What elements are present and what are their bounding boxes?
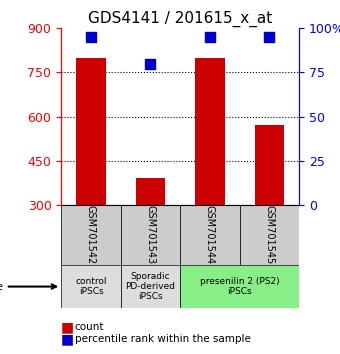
Bar — [255, 125, 284, 205]
Bar — [76, 58, 106, 205]
FancyBboxPatch shape — [240, 205, 299, 265]
FancyBboxPatch shape — [61, 265, 121, 308]
Bar — [195, 58, 225, 205]
FancyBboxPatch shape — [180, 265, 299, 308]
Point — [267, 34, 272, 40]
Text: presenilin 2 (PS2)
iPSCs: presenilin 2 (PS2) iPSCs — [200, 277, 279, 296]
Title: GDS4141 / 201615_x_at: GDS4141 / 201615_x_at — [88, 11, 272, 27]
FancyBboxPatch shape — [180, 205, 240, 265]
Text: Sporadic
PD-derived
iPSCs: Sporadic PD-derived iPSCs — [125, 272, 175, 302]
Text: percentile rank within the sample: percentile rank within the sample — [75, 334, 251, 344]
FancyBboxPatch shape — [121, 265, 180, 308]
Text: control
iPSCs: control iPSCs — [75, 277, 107, 296]
Text: ■: ■ — [61, 332, 74, 346]
FancyBboxPatch shape — [121, 205, 180, 265]
Text: GSM701544: GSM701544 — [205, 205, 215, 264]
Text: ■: ■ — [61, 320, 74, 335]
Bar — [136, 178, 165, 205]
Point — [88, 34, 94, 40]
Text: GSM701542: GSM701542 — [86, 205, 96, 264]
Text: GSM701545: GSM701545 — [265, 205, 274, 264]
Text: GSM701543: GSM701543 — [146, 205, 155, 264]
Text: count: count — [75, 322, 104, 332]
Point — [207, 34, 213, 40]
Point — [148, 61, 153, 67]
FancyBboxPatch shape — [61, 205, 121, 265]
Text: cell line: cell line — [0, 281, 56, 292]
